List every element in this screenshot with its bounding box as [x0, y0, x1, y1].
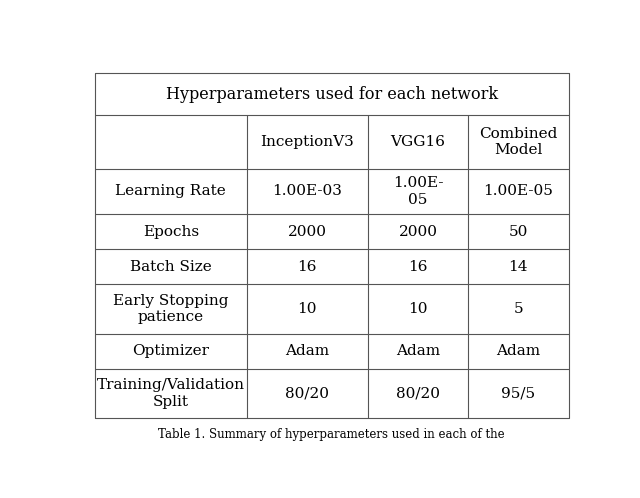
Text: Optimizer: Optimizer — [132, 344, 209, 358]
Text: 1.00E-
05: 1.00E- 05 — [393, 176, 444, 207]
Text: 80/20: 80/20 — [285, 386, 329, 400]
Text: Batch Size: Batch Size — [130, 259, 212, 274]
Text: VGG16: VGG16 — [390, 135, 445, 149]
Text: 14: 14 — [509, 259, 528, 274]
Text: 1.00E-03: 1.00E-03 — [273, 184, 342, 198]
Text: 16: 16 — [408, 259, 428, 274]
Text: Adam: Adam — [496, 344, 540, 358]
Text: 10: 10 — [298, 302, 317, 316]
Text: 5: 5 — [513, 302, 523, 316]
Text: Hyperparameters used for each network: Hyperparameters used for each network — [166, 86, 498, 103]
Text: Early Stopping
patience: Early Stopping patience — [113, 294, 228, 324]
Text: 10: 10 — [408, 302, 428, 316]
Text: 1.00E-05: 1.00E-05 — [483, 184, 554, 198]
Text: Training/Validation
Split: Training/Validation Split — [97, 378, 245, 408]
Text: Adam: Adam — [285, 344, 330, 358]
Text: Adam: Adam — [396, 344, 440, 358]
Text: InceptionV3: InceptionV3 — [260, 135, 354, 149]
Text: 95/5: 95/5 — [501, 386, 536, 400]
Text: 2000: 2000 — [399, 225, 438, 239]
Text: Epochs: Epochs — [143, 225, 199, 239]
Text: 80/20: 80/20 — [396, 386, 440, 400]
Text: 2000: 2000 — [288, 225, 327, 239]
Text: Table 1. Summary of hyperparameters used in each of the: Table 1. Summary of hyperparameters used… — [159, 428, 505, 441]
Text: Combined
Model: Combined Model — [479, 126, 557, 157]
Text: Learning Rate: Learning Rate — [115, 184, 226, 198]
Text: 16: 16 — [298, 259, 317, 274]
Text: 50: 50 — [509, 225, 528, 239]
